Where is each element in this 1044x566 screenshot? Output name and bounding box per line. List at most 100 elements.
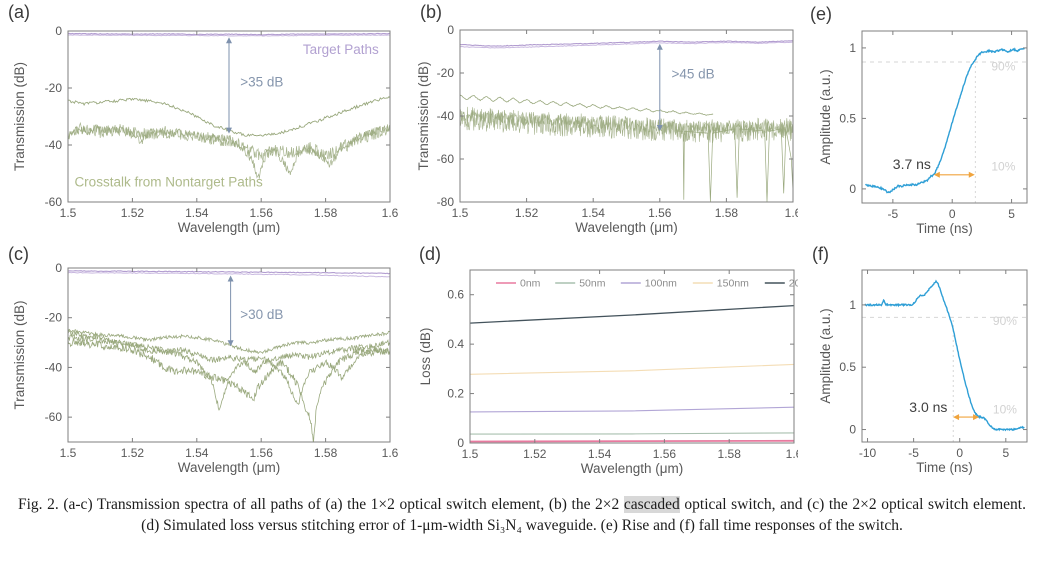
- y-tick-label: -40: [45, 360, 63, 374]
- y-tick-label: -60: [45, 410, 63, 424]
- arrowhead-left-icon: [953, 414, 960, 421]
- x-tick-label: -10: [859, 446, 877, 460]
- x-tick-label: 1.54: [185, 446, 209, 460]
- x-tick-label: 1.56: [648, 206, 672, 220]
- series-fall-response: [864, 279, 1025, 432]
- arrowhead-up-icon: [227, 275, 234, 282]
- y-axis-label: Loss (dB): [418, 328, 433, 386]
- y-tick-label: -40: [45, 138, 63, 152]
- y-tick-label: 0: [457, 436, 464, 450]
- x-tick-label: 1.5: [462, 447, 479, 461]
- annotation-text: Target Paths: [303, 42, 379, 57]
- caption-text-part2: optical switch, and (c) the 2×2 optical …: [141, 496, 1026, 534]
- y-tick-label: 0: [849, 423, 856, 437]
- panel-label-a: (a): [8, 2, 30, 22]
- y-tick-label: -20: [45, 311, 63, 325]
- legend-label: 200nm: [789, 278, 798, 290]
- y-tick-label: -40: [437, 109, 455, 123]
- axes-box: [67, 267, 391, 443]
- series-target-path-2: [68, 271, 390, 278]
- annotation-text: 90%: [993, 314, 1017, 328]
- x-tick-label: 0: [956, 446, 963, 460]
- panel-label-d: (d): [419, 244, 441, 264]
- y-tick-label: 0.6: [447, 288, 464, 302]
- y-tick-label: 0: [55, 261, 62, 275]
- x-tick-label: 1.56: [250, 446, 274, 460]
- y-tick-label: 1: [849, 41, 856, 55]
- y-tick-label: 0.5: [839, 111, 856, 125]
- panel-label-b: (b): [420, 2, 442, 22]
- chart-svg-c: 1.5 1.52 1.54 1.56 1.58 1.6 0 -20 -40 -60 Waveleng…: [12, 261, 399, 475]
- y-tick-label: 0: [849, 182, 856, 196]
- x-tick-label: 1.56: [250, 206, 274, 220]
- arrowhead-down-icon: [227, 340, 234, 347]
- series-crosstalk-1: [68, 328, 390, 355]
- legend-label: 50nm: [579, 278, 606, 290]
- chart-svg-d: 1.5 1.52 1.54 1.56 1.58 1.6 0 0.2 0.4 0.6 Waveleng…: [418, 269, 798, 476]
- y-tick-label: -20: [437, 66, 455, 80]
- annotation-text: Crosstalk from Nontarget Paths: [74, 174, 263, 189]
- x-tick-label: 1.54: [582, 206, 606, 220]
- loss-chart-d: 1.5 1.52 1.54 1.56 1.58 1.6 0 0.2 0.4 0.6 Waveleng…: [408, 240, 798, 490]
- y-axis-label: Transmission (dB): [12, 300, 27, 409]
- legend-label: 150nm: [717, 278, 749, 290]
- arrowhead-up-icon: [656, 43, 663, 50]
- series-loss-50nm: [470, 432, 794, 435]
- axes-box: [861, 30, 1028, 204]
- annotation-text: >45 dB: [671, 66, 714, 81]
- y-tick-label: 0.4: [447, 337, 464, 351]
- x-tick-label: 1.6: [785, 206, 798, 220]
- x-tick-label: 1.5: [60, 206, 77, 220]
- figure-caption: Fig. 2. (a-c) Transmission spectra of al…: [18, 494, 1026, 536]
- series-target-path-1: [68, 32, 390, 36]
- series-loss-0nm: [470, 439, 794, 443]
- x-axis-label: Wavelength (μm): [178, 460, 281, 475]
- y-tick-label: -60: [45, 195, 63, 209]
- chart-svg-e: -5 0 5 0 0.5 1 Time (ns) Amplitude (a.u.) 3.7 ns…: [818, 30, 1028, 236]
- annotation-text: 3.0 ns: [909, 399, 947, 415]
- x-axis-label: Wavelength (μm): [575, 220, 678, 235]
- annotation-text: >30 dB: [240, 307, 283, 322]
- caption-text-part1: Fig. 2. (a-c) Transmission spectra of al…: [18, 496, 624, 513]
- x-tick-label: 5: [1002, 446, 1009, 460]
- series-crosstalk-band-1: [460, 106, 793, 143]
- x-tick-label: 1.52: [121, 446, 145, 460]
- x-tick-label: 0: [949, 207, 956, 221]
- fall-time-chart-f: -10 -5 0 5 0 0.5 1 Time (ns) Amplitude (a.u.) 3.0…: [798, 240, 1044, 490]
- y-tick-label: 0.2: [447, 387, 464, 401]
- x-axis-label: Time (ns): [916, 460, 973, 475]
- x-tick-label: 1.52: [121, 206, 145, 220]
- annotation-text: 3.7 ns: [893, 156, 931, 172]
- arrowhead-up-icon: [226, 37, 232, 44]
- x-tick-label: 1.5: [452, 206, 469, 220]
- x-tick-label: 1.54: [588, 447, 612, 461]
- legend-label: 100nm: [645, 278, 677, 290]
- arrowhead-down-icon: [656, 125, 663, 132]
- y-axis-label: Amplitude (a.u.): [818, 308, 833, 403]
- x-tick-label: 1.58: [314, 206, 338, 220]
- annotation-text: >35 dB: [240, 75, 283, 90]
- arrowhead-right-icon: [973, 414, 980, 421]
- x-tick-label: 1.6: [382, 206, 399, 220]
- transmission-chart-a: 1.5 1.52 1.54 1.56 1.58 1.6 0 -20 -40 -60 Waveleng…: [0, 0, 408, 240]
- annotation-text: 10%: [991, 160, 1015, 174]
- x-tick-label: -5: [908, 446, 919, 460]
- chart-svg-f: -10 -5 0 5 0 0.5 1 Time (ns) Amplitude (a.u.) 3.0…: [818, 269, 1028, 475]
- transmission-chart-b: 1.5 1.52 1.54 1.56 1.58 1.6 0 -20 -40 -60 -80 Wavel…: [408, 0, 798, 240]
- arrowhead-down-icon: [226, 127, 232, 134]
- axes-box: [861, 269, 1028, 443]
- legend-label: 0nm: [520, 278, 541, 290]
- chart-svg-a: 1.5 1.52 1.54 1.56 1.58 1.6 0 -20 -40 -60 Waveleng…: [12, 24, 399, 235]
- x-tick-label: 1.58: [715, 206, 739, 220]
- series-crosstalk-oscillating: [460, 94, 714, 116]
- x-tick-label: 1.52: [523, 447, 547, 461]
- x-tick-label: -5: [888, 207, 899, 221]
- rise-time-chart-e: -5 0 5 0 0.5 1 Time (ns) Amplitude (a.u.) 3.7 ns…: [798, 0, 1044, 240]
- annotation-text: 10%: [993, 402, 1017, 416]
- panel-label-e: (e): [810, 4, 832, 24]
- series-crosstalk-band-2: [68, 121, 390, 162]
- axes-box: [67, 30, 391, 203]
- series-loss-100nm: [470, 406, 794, 413]
- axes-box: [469, 269, 795, 444]
- x-tick-label: 1.6: [382, 446, 399, 460]
